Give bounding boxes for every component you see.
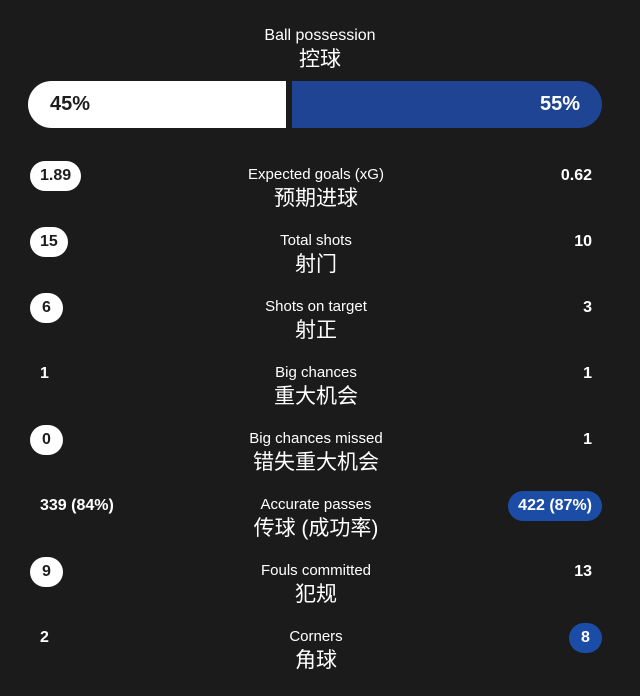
stat-row: 2 Corners 角球 8: [0, 617, 640, 683]
stat-row: 1 Big chances 重大机会 1: [0, 353, 640, 419]
possession-bar: 45% 55%: [28, 81, 602, 128]
stat-row: 339 (84%) Accurate passes 传球 (成功率) 422 (…: [0, 485, 640, 551]
stat-label: Expected goals (xG) 预期进球: [170, 155, 462, 221]
home-value-cell: 15: [30, 221, 170, 287]
away-value-cell: 422 (87%): [462, 485, 602, 551]
stat-label-en: Expected goals (xG): [248, 166, 384, 183]
away-value-cell: 1: [462, 353, 602, 419]
away-value-cell: 10: [462, 221, 602, 287]
away-value: 1: [583, 365, 592, 382]
possession-title-en: Ball possession: [264, 27, 376, 44]
away-value: 1: [583, 431, 592, 448]
stat-label-en: Shots on target: [265, 298, 367, 315]
home-value-cell: 6: [30, 287, 170, 353]
home-value: 2: [40, 629, 49, 646]
away-value-cell: 1: [462, 419, 602, 485]
stat-row: 6 Shots on target 射正 3: [0, 287, 640, 353]
possession-away-segment: 55%: [292, 81, 602, 128]
away-value: 10: [574, 233, 592, 250]
away-value: 3: [583, 299, 592, 316]
home-value: 0: [30, 425, 63, 455]
home-value-cell: 9: [30, 551, 170, 617]
stat-label-zh: 角球: [295, 649, 337, 672]
stat-label: Shots on target 射正: [170, 287, 462, 353]
home-value-cell: 1.89: [30, 155, 170, 221]
stat-row: 1.89 Expected goals (xG) 预期进球 0.62: [0, 155, 640, 221]
stat-row: 15 Total shots 射门 10: [0, 221, 640, 287]
possession-title-zh: 控球: [299, 48, 341, 71]
away-value: 13: [574, 563, 592, 580]
stat-label-en: Total shots: [280, 232, 352, 249]
home-value: 339 (84%): [40, 497, 114, 514]
stat-label: Corners 角球: [170, 617, 462, 683]
stat-label-zh: 射门: [295, 253, 337, 276]
away-value-cell: 13: [462, 551, 602, 617]
stat-label-en: Accurate passes: [260, 496, 372, 513]
stat-label: Accurate passes 传球 (成功率): [170, 485, 462, 551]
stat-label-zh: 射正: [295, 319, 337, 342]
away-value-cell: 3: [462, 287, 602, 353]
stat-label-en: Big chances: [275, 364, 357, 381]
home-value: 9: [30, 557, 63, 587]
away-value-cell: 8: [462, 617, 602, 683]
home-value-cell: 0: [30, 419, 170, 485]
home-value-cell: 339 (84%): [30, 485, 170, 551]
away-value: 8: [569, 623, 602, 653]
stat-label-en: Corners: [289, 628, 343, 645]
stat-row: 0 Big chances missed 错失重大机会 1: [0, 419, 640, 485]
stat-row: 9 Fouls committed 犯规 13: [0, 551, 640, 617]
home-value: 15: [30, 227, 68, 257]
home-value-cell: 1: [30, 353, 170, 419]
stat-label: Fouls committed 犯规: [170, 551, 462, 617]
stat-label: Total shots 射门: [170, 221, 462, 287]
stat-label-zh: 错失重大机会: [253, 451, 379, 474]
stats-list: 1.89 Expected goals (xG) 预期进球 0.62 15 To…: [0, 155, 640, 683]
away-value: 422 (87%): [508, 491, 602, 521]
possession-section: Ball possession 控球 45% 55%: [0, 0, 640, 128]
home-value-cell: 2: [30, 617, 170, 683]
possession-home-segment: 45%: [28, 81, 287, 128]
stat-label-zh: 预期进球: [274, 187, 358, 210]
stat-label: Big chances missed 错失重大机会: [170, 419, 462, 485]
stat-label-en: Big chances missed: [249, 430, 383, 447]
stat-label-zh: 重大机会: [274, 385, 358, 408]
home-value: 1.89: [30, 161, 82, 191]
stat-label-zh: 犯规: [295, 583, 337, 606]
stat-label: Big chances 重大机会: [170, 353, 462, 419]
stat-label-zh: 传球 (成功率): [253, 517, 379, 540]
away-value: 0.62: [560, 167, 592, 184]
home-value: 6: [30, 293, 63, 323]
stat-label-en: Fouls committed: [260, 562, 372, 579]
away-value-cell: 0.62: [462, 155, 602, 221]
home-value: 1: [40, 365, 49, 382]
